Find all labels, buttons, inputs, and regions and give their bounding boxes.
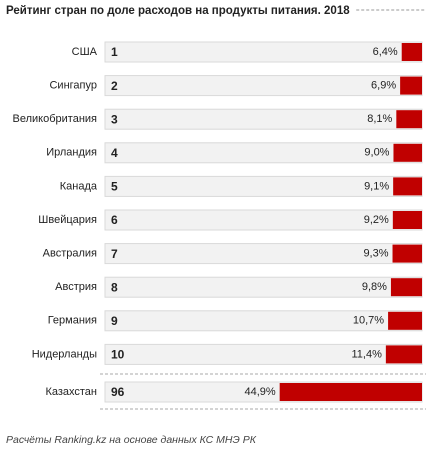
value-label: 8,1% [367, 113, 392, 125]
source-note: Расчёты Ranking.kz на основе данных КС М… [6, 434, 257, 446]
category-label: Сингапур [49, 80, 97, 92]
rank-label: 10 [111, 348, 125, 362]
rank-label: 2 [111, 79, 118, 93]
bar [390, 278, 422, 297]
category-label: Великобритания [13, 113, 98, 125]
rank-label: 9 [111, 314, 118, 328]
value-label: 10,7% [353, 315, 384, 327]
rank-label: 4 [111, 146, 118, 160]
rank-label: 1 [111, 45, 118, 59]
value-label: 9,1% [364, 180, 389, 192]
category-label: Австрия [55, 281, 97, 293]
category-label: Нидерланды [32, 348, 97, 360]
category-label: США [72, 46, 98, 58]
category-label: Ирландия [46, 147, 97, 159]
rank-label: 7 [111, 247, 118, 261]
value-label: 9,0% [364, 147, 389, 159]
bar [401, 43, 422, 61]
category-label: Австралия [43, 248, 97, 260]
bar [393, 143, 422, 162]
rank-label: 3 [111, 112, 118, 126]
rank-label: 96 [111, 385, 125, 399]
category-label: Казахстан [45, 386, 97, 398]
category-label: Канада [60, 180, 98, 192]
rank-label: 8 [111, 280, 118, 294]
bar [392, 211, 422, 229]
rank-label: 6 [111, 213, 118, 227]
bar [279, 383, 422, 401]
value-label: 6,9% [371, 80, 396, 92]
bar [396, 110, 422, 129]
value-label: 44,9% [244, 386, 275, 398]
value-label: 9,8% [362, 281, 387, 293]
bar [393, 177, 422, 196]
bar [388, 311, 422, 330]
value-label: 11,4% [351, 348, 382, 360]
value-label: 9,2% [364, 214, 389, 226]
category-label: Швейцария [38, 214, 97, 226]
value-label: 9,3% [363, 248, 388, 260]
rank-label: 5 [111, 180, 118, 194]
value-label: 6,4% [373, 46, 398, 58]
bar [385, 345, 422, 364]
bar [400, 76, 422, 95]
chart-title: Рейтинг стран по доле расходов на продук… [6, 5, 350, 17]
category-label: Германия [48, 315, 97, 327]
bar [392, 244, 422, 263]
